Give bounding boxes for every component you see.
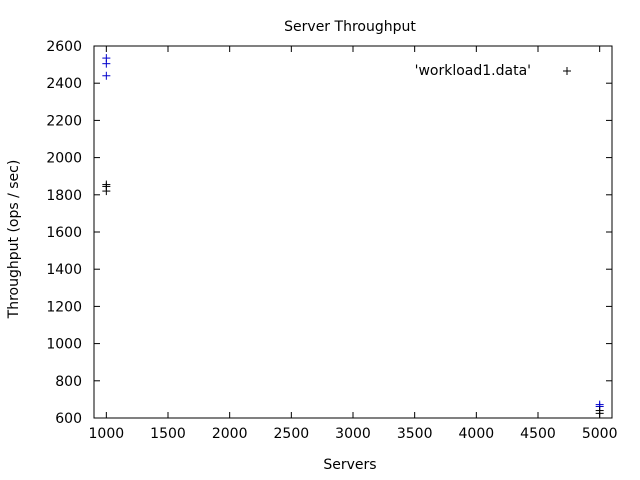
x-tick-label: 3000	[335, 426, 371, 442]
y-tick-label: 1200	[46, 299, 82, 315]
data-points	[102, 54, 604, 418]
y-tick-label: 2600	[46, 39, 82, 55]
x-tick-label: 1000	[89, 426, 125, 442]
plot-frame	[93, 45, 613, 419]
x-tick-label: 2000	[212, 426, 248, 442]
y-tick-label: 1400	[46, 262, 82, 278]
data-point	[102, 187, 111, 196]
x-tick-label: 2500	[274, 426, 310, 442]
legend-label: 'workload1.data'	[415, 63, 531, 79]
data-point	[102, 59, 111, 68]
y-tick-label: 800	[55, 374, 82, 390]
data-point	[595, 409, 604, 418]
y-axis-label: Throughput (ops / sec)	[6, 160, 22, 320]
legend-marker-symbol	[563, 67, 571, 75]
x-tick-label: 1500	[150, 426, 186, 442]
y-tick-label: 2200	[46, 113, 82, 129]
x-axis-label: Servers	[323, 457, 376, 473]
x-tick-label: 4000	[459, 426, 495, 442]
y-tick-label: 1000	[46, 337, 82, 353]
x-axis: 1000 1500 2000 2500 3000 3500 4000 4500 5000	[89, 46, 618, 442]
x-tick-label: 4500	[520, 426, 556, 442]
y-tick-label: 1600	[46, 225, 82, 241]
y-tick-label: 600	[55, 411, 82, 427]
x-tick-label: 3500	[397, 426, 433, 442]
y-tick-label: 1800	[46, 188, 82, 204]
legend: 'workload1.data'	[415, 63, 571, 79]
legend-marker	[563, 67, 571, 75]
x-tick-label: 5000	[582, 426, 618, 442]
y-tick-label: 2000	[46, 151, 82, 167]
data-point	[102, 71, 111, 80]
y-tick-label: 2400	[46, 76, 82, 92]
chart-title: Server Throughput	[284, 19, 416, 35]
y-axis: 600 800 1000 1200 1400 1600 1800 2000 2200 2400 26…	[46, 39, 612, 427]
